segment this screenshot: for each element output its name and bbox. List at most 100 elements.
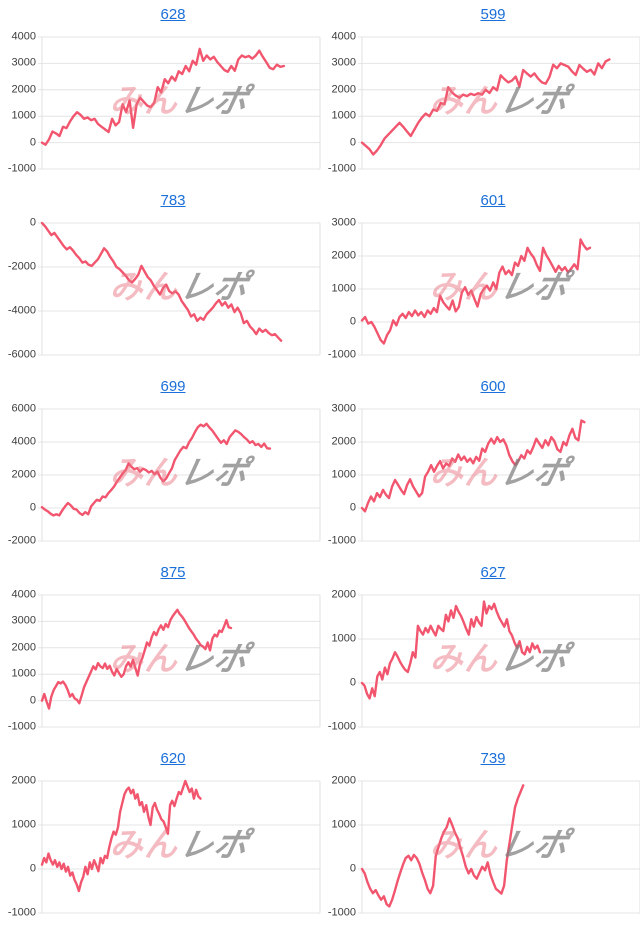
y-axis-label: 0 [29,501,36,514]
chart-canvas [358,222,640,356]
chart-canvas [38,779,321,914]
chart-canvas [38,408,321,542]
y-axis-label: 1000 [331,109,356,122]
chart-cell: 601 みんレポ 3000 2000 1000 0 -1000 [320,186,640,372]
chart-title-link[interactable]: 599 [480,6,506,23]
y-axis-label: -4000 [7,304,36,317]
y-axis-label: -1000 [327,720,356,733]
chart-title-link[interactable]: 601 [480,192,506,209]
y-axis-label: 2000 [331,249,356,262]
chart-title: 875 [26,558,320,590]
chart-canvas [358,408,640,542]
y-axis-label: 0 [29,694,36,707]
line-chart: みんレポ 3000 2000 1000 0 -1000 [328,217,640,360]
chart-canvas [358,780,640,914]
chart-title-link[interactable]: 875 [160,564,186,581]
chart-title-link[interactable]: 699 [160,378,186,395]
y-axis-label: -1000 [7,906,36,919]
data-series-line [40,422,272,517]
y-axis-label: 0 [349,501,356,514]
y-axis-label: 2000 [331,588,356,601]
y-axis-label: 4000 [11,30,36,43]
chart-canvas [38,36,321,170]
y-axis-label: -1000 [327,162,356,175]
line-chart: みんレポ 2000 1000 0 -1000 [328,589,640,732]
chart-cell: 699 みんレポ 6000 4000 2000 0 -2000 [0,372,321,558]
chart-cell: 599 みんレポ 4000 3000 2000 1000 0 -1000 [320,0,640,186]
data-series-line [360,419,586,513]
chart-title-link[interactable]: 628 [160,6,186,23]
y-axis-label: 1000 [331,818,356,831]
chart-cell: 739 みんレポ 2000 1000 0 -1000 [320,744,640,930]
y-axis-label: 1000 [11,109,36,122]
y-axis-label: 2000 [331,83,356,96]
line-chart: みんレポ 4000 3000 2000 1000 0 -1000 [328,31,640,174]
data-series-line [40,47,286,146]
y-axis-label: 3000 [11,56,36,69]
y-axis-label: -1000 [7,720,36,733]
chart-cell: 620 みんレポ 2000 1000 0 -1000 [0,744,321,930]
chart-title-link[interactable]: 627 [480,564,506,581]
y-axis-label: -6000 [7,348,36,361]
y-axis-label: 2000 [11,468,36,481]
y-axis-label: 1000 [331,468,356,481]
chart-title: 628 [26,0,320,32]
y-axis-label: 4000 [11,435,36,448]
data-series-line [40,608,233,710]
data-series-line [360,600,542,700]
y-axis-label: 0 [29,216,36,229]
chart-title: 620 [26,744,320,776]
chart-title: 600 [346,372,640,404]
chart-canvas [38,221,321,356]
line-chart: みんレポ 6000 4000 2000 0 -2000 [8,403,321,546]
y-axis-label: 2000 [11,641,36,654]
y-axis-label: 4000 [11,588,36,601]
y-axis-label: -1000 [327,906,356,919]
y-axis-label: 0 [349,862,356,875]
data-series-line [40,221,283,342]
chart-title-link[interactable]: 600 [480,378,506,395]
y-axis-label: 0 [29,862,36,875]
y-axis-label: 0 [29,136,36,149]
chart-title-link[interactable]: 620 [160,750,186,767]
line-chart: みんレポ 4000 3000 2000 1000 0 -1000 [8,589,321,732]
y-axis-label: 1000 [11,818,36,831]
y-axis-label: 0 [349,136,356,149]
y-axis-label: 0 [349,676,356,689]
line-chart: みんレポ 0 -2000 -4000 -6000 [8,217,321,360]
y-axis-label: 2000 [331,435,356,448]
chart-title: 601 [346,186,640,218]
y-axis-label: 3000 [331,56,356,69]
line-chart: みんレポ 4000 3000 2000 1000 0 -1000 [8,31,321,174]
y-axis-label: 3000 [11,614,36,627]
y-axis-label: -2000 [7,260,36,273]
data-series-line [360,58,611,156]
y-axis-label: 1000 [11,667,36,680]
y-axis-label: 1000 [331,632,356,645]
line-chart: みんレポ 2000 1000 0 -1000 [8,775,321,918]
chart-title-link[interactable]: 783 [160,192,186,209]
y-axis-label: -1000 [7,162,36,175]
line-chart: みんレポ 2000 1000 0 -1000 [328,775,640,918]
chart-title-link[interactable]: 739 [480,750,506,767]
chart-title: 699 [26,372,320,404]
chart-title: 739 [346,744,640,776]
y-axis-label: 0 [349,315,356,328]
chart-cell: 628 みんレポ 4000 3000 2000 1000 0 -1000 [0,0,321,186]
chart-canvas [358,594,640,728]
chart-canvas [358,36,640,170]
chart-canvas [38,594,321,728]
y-axis-label: -1000 [327,348,356,361]
data-series-line [360,784,525,908]
y-axis-label: 2000 [331,774,356,787]
chart-title: 627 [346,558,640,590]
y-axis-label: 1000 [331,282,356,295]
chart-cell: 783 みんレポ 0 -2000 -4000 -6000 [0,186,321,372]
y-axis-label: 4000 [331,30,356,43]
chart-cell: 600 みんレポ 3000 2000 1000 0 -1000 [320,372,640,558]
chart-title: 783 [26,186,320,218]
y-axis-label: 3000 [331,402,356,415]
y-axis-label: 2000 [11,83,36,96]
line-chart: みんレポ 3000 2000 1000 0 -1000 [328,403,640,546]
